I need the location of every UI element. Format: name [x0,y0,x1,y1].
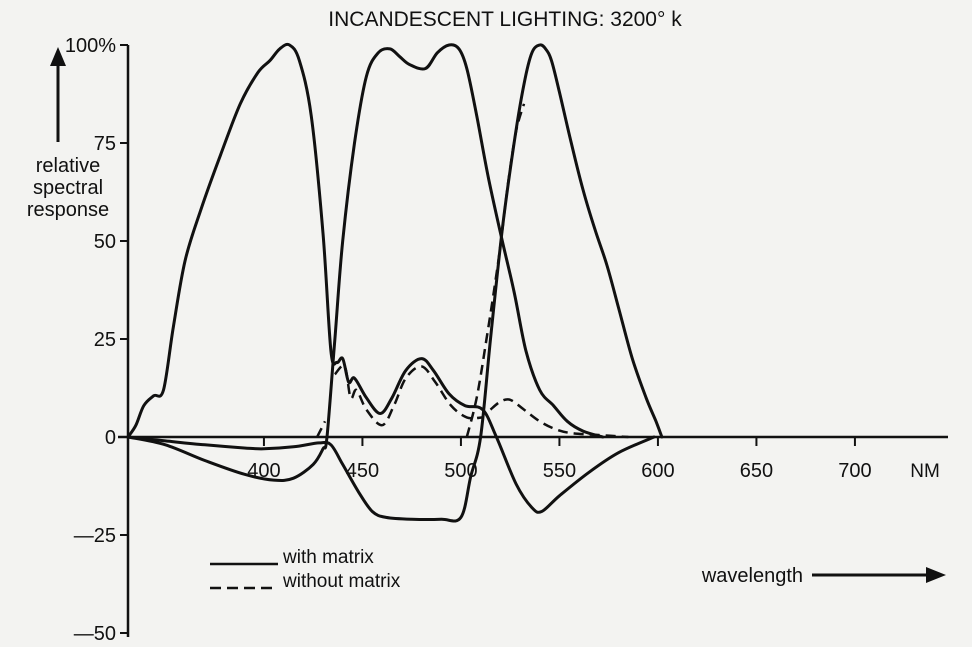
dashed-series-line [489,398,629,439]
x-tick-label: 650 [740,460,773,482]
y-tick-label: 75 [94,133,116,155]
legend-label-with-matrix: with matrix [282,547,374,568]
x-axis-label: wavelength NM [701,461,946,587]
x-tick-label: 450 [346,460,379,482]
y-tick-label: 50 [94,231,116,253]
chart-title: INCANDESCENT LIGHTING: 3200° k [328,8,682,31]
y-tick-label: 100% [65,35,116,57]
series-group [126,42,664,523]
y-label-line: relative [36,155,100,177]
solid-series-line [126,43,664,523]
y-ticks: 100% 75 50 25 0 —25 —50 [65,35,128,645]
y-axis-label: relative spectral response [27,47,109,221]
x-tick-label: 700 [838,460,871,482]
y-tick-label: 0 [105,427,116,449]
dashed-series-line [465,103,526,438]
y-tick-label: —50 [74,623,116,645]
legend-label-without-matrix: without matrix [282,571,401,592]
arrow-up-icon [50,47,66,66]
y-label-line: response [27,199,109,221]
x-tick-label: 550 [543,460,576,482]
y-tick-label: 25 [94,329,116,351]
dashed-series-line [315,420,327,438]
solid-series-line [126,42,656,514]
dashed-series-line [333,364,483,427]
arrow-right-icon [926,567,946,583]
legend: with matrix without matrix [210,547,401,592]
y-label-text: relative spectral response [27,155,109,221]
y-label-line: spectral [33,177,103,199]
x-label-text: wavelength [701,565,803,587]
x-unit-label: NM [910,461,940,482]
y-tick-label: —25 [74,525,116,547]
x-tick-label: 600 [641,460,674,482]
solid-series-line [126,43,605,482]
